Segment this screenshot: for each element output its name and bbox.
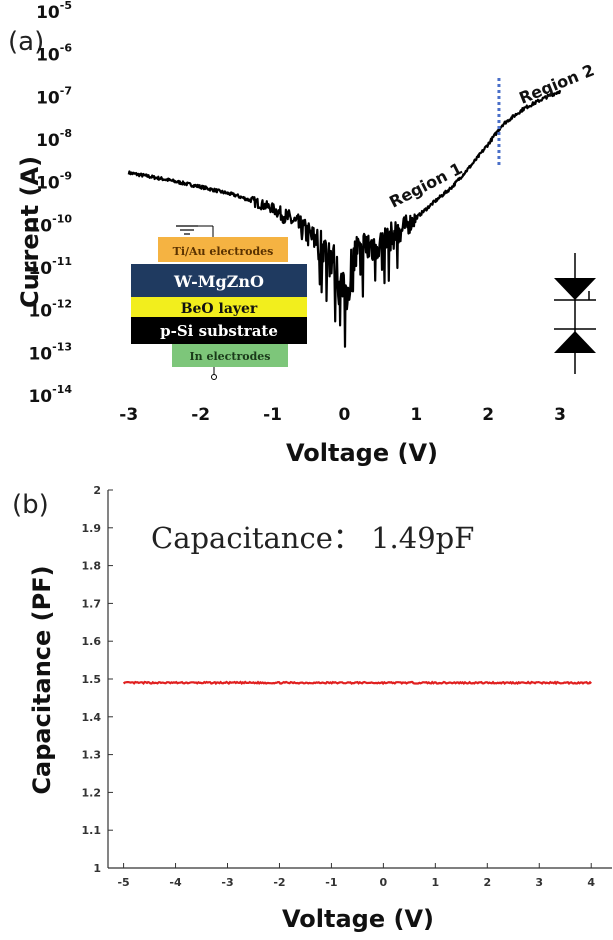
region-2-label: Region 2 bbox=[516, 60, 597, 107]
panel-b-y-tick-label: 1.3 bbox=[82, 749, 102, 762]
panel-b-x-tick-label: 4 bbox=[587, 876, 595, 889]
panel-a-x-ticks: -3 -2 -1 0 1 2 3 bbox=[119, 405, 566, 425]
panel-b-y-ticks: 1 1.1 1.2 1.3 1.4 1.5 1.6 1.7 1.8 1.9 2 bbox=[82, 484, 113, 875]
panel-a-y-tick-label: 10-12 bbox=[28, 298, 72, 322]
panel-a-x-tick-label: 2 bbox=[482, 405, 494, 425]
panel-a-xlabel: Voltage (V) bbox=[286, 439, 438, 467]
panel-b-y-tick-label: 1.4 bbox=[82, 711, 102, 724]
layer-p-si-substrate bbox=[131, 317, 307, 344]
layer-p-si-label: p-Si substrate bbox=[160, 322, 278, 340]
panel-a-y-tick-exponent: -7 bbox=[60, 84, 72, 97]
panel-b-x-tick-label: -4 bbox=[169, 876, 182, 889]
panel-b-x-tick-label: 3 bbox=[535, 876, 543, 889]
layer-in-electrodes bbox=[172, 344, 288, 367]
panel-b-y-tick-label: 1.6 bbox=[82, 635, 102, 648]
diode-lower-triangle bbox=[554, 331, 596, 353]
panel-a-y-tick-label: 10-5 bbox=[36, 0, 72, 23]
panel-b-x-tick-label: 1 bbox=[432, 876, 440, 889]
bottom-terminal bbox=[211, 374, 217, 380]
panel-a-x-tick-label: 3 bbox=[554, 405, 566, 425]
panel-b-ylabel: Capacitance (PF) bbox=[28, 565, 56, 794]
panel-a-y-tick-exponent: -9 bbox=[60, 170, 72, 183]
panel-a-y-tick-label: 10-11 bbox=[28, 255, 72, 279]
panel-a-x-tick-label: -3 bbox=[119, 405, 138, 425]
panel-b-y-tick-label: 1.8 bbox=[82, 560, 102, 573]
panel-a-y-tick-exponent: -10 bbox=[52, 212, 72, 225]
capacitance-annotation: Capacitance： 1.49pF bbox=[151, 521, 474, 555]
diode-upper-triangle bbox=[554, 278, 596, 300]
panel-b-x-tick-label: -3 bbox=[221, 876, 233, 889]
panel-a-y-tick-label: 10-7 bbox=[36, 84, 72, 108]
panel-a-ylabel: Current (A) bbox=[16, 156, 44, 308]
panel-a-y-tick-exponent: -8 bbox=[60, 127, 72, 140]
panel-a: (a) 10-14 10-13 10-12 10-11 1 0 -10 10-9 10-8 10-… bbox=[8, 0, 597, 467]
panel-b-y-tick-label: 1.1 bbox=[82, 824, 102, 837]
panel-b-y-tick-label: 2 bbox=[93, 484, 101, 497]
panel-b: (b) 1 1.1 1.2 1.3 1.4 1.5 1.6 1.7 1.8 1.9 2 -5 -4 -3… bbox=[12, 484, 612, 933]
panel-a-y-tick-label: 10-14 bbox=[28, 383, 72, 407]
device-structure-inset: Ti/Au electrodes W-MgZnO BeO layer p-Si … bbox=[131, 225, 307, 380]
panel-a-y-tick-label: 10-13 bbox=[28, 340, 72, 364]
layer-beo bbox=[131, 297, 307, 317]
panel-a-letter: (a) bbox=[8, 27, 44, 57]
panel-a-y-tick-label: 10-6 bbox=[36, 42, 72, 66]
panel-b-y-tick-label: 1.7 bbox=[82, 597, 102, 610]
panel-b-x-ticks: -5 -4 -3 -2 -1 0 1 2 3 4 bbox=[117, 863, 595, 889]
layer-w-mgzno bbox=[131, 264, 307, 297]
layer-in-electrodes-label: In electrodes bbox=[190, 350, 271, 363]
panel-a-iv-curve bbox=[127, 89, 562, 348]
panel-a-y-tick-exponent: -12 bbox=[52, 298, 72, 311]
panel-a-y-tick-exponent: -6 bbox=[60, 42, 73, 55]
panel-a-y-tick-exponent: -13 bbox=[52, 340, 72, 353]
back-to-back-diode-icon bbox=[554, 253, 596, 374]
panel-b-x-tick-label: -1 bbox=[325, 876, 337, 889]
panel-b-letter: (b) bbox=[12, 490, 49, 520]
layer-w-mgzno-label: W-MgZnO bbox=[173, 272, 264, 291]
panel-b-y-tick-label: 1.9 bbox=[82, 522, 102, 535]
panel-a-y-tick-exponent: -11 bbox=[52, 255, 72, 268]
layer-ti-au-electrodes bbox=[158, 237, 288, 262]
panel-a-x-tick-label: 1 bbox=[410, 405, 422, 425]
panel-a-y-tick-label: 10-8 bbox=[36, 127, 72, 151]
panel-b-xlabel: Voltage (V) bbox=[282, 905, 434, 933]
panel-b-x-tick-label: 2 bbox=[483, 876, 491, 889]
panel-a-y-tick-exponent: -5 bbox=[60, 0, 72, 12]
panel-b-x-tick-label: -2 bbox=[273, 876, 285, 889]
panel-b-capacitance-line bbox=[122, 680, 592, 686]
panel-a-y-tick-exponent: -14 bbox=[52, 383, 72, 396]
panel-b-x-tick-label: 0 bbox=[380, 876, 388, 889]
panel-b-y-tick-label: 1 bbox=[93, 862, 101, 875]
panel-a-x-tick-label: 0 bbox=[338, 405, 350, 425]
layer-ti-au-label: Ti/Au electrodes bbox=[173, 245, 274, 258]
panel-b-x-tick-label: -5 bbox=[117, 876, 129, 889]
panel-a-x-tick-label: -2 bbox=[191, 405, 210, 425]
panel-a-x-tick-label: -1 bbox=[263, 405, 282, 425]
panel-b-y-tick-label: 1.2 bbox=[82, 786, 102, 799]
layer-beo-label: BeO layer bbox=[181, 301, 258, 317]
panel-a-y-tick-label: 10-9 bbox=[36, 170, 72, 194]
panel-b-y-tick-label: 1.5 bbox=[82, 673, 102, 686]
